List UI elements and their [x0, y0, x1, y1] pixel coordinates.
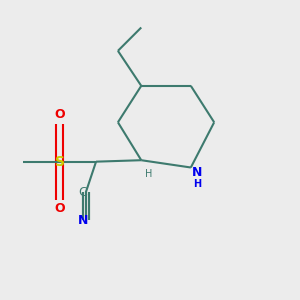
- Text: O: O: [54, 108, 65, 121]
- Text: S: S: [55, 155, 64, 169]
- Text: H: H: [193, 179, 201, 189]
- Text: N: N: [78, 214, 88, 227]
- Text: N: N: [192, 166, 202, 179]
- Text: H: H: [145, 169, 152, 179]
- Text: C: C: [79, 186, 87, 200]
- Text: O: O: [54, 202, 65, 215]
